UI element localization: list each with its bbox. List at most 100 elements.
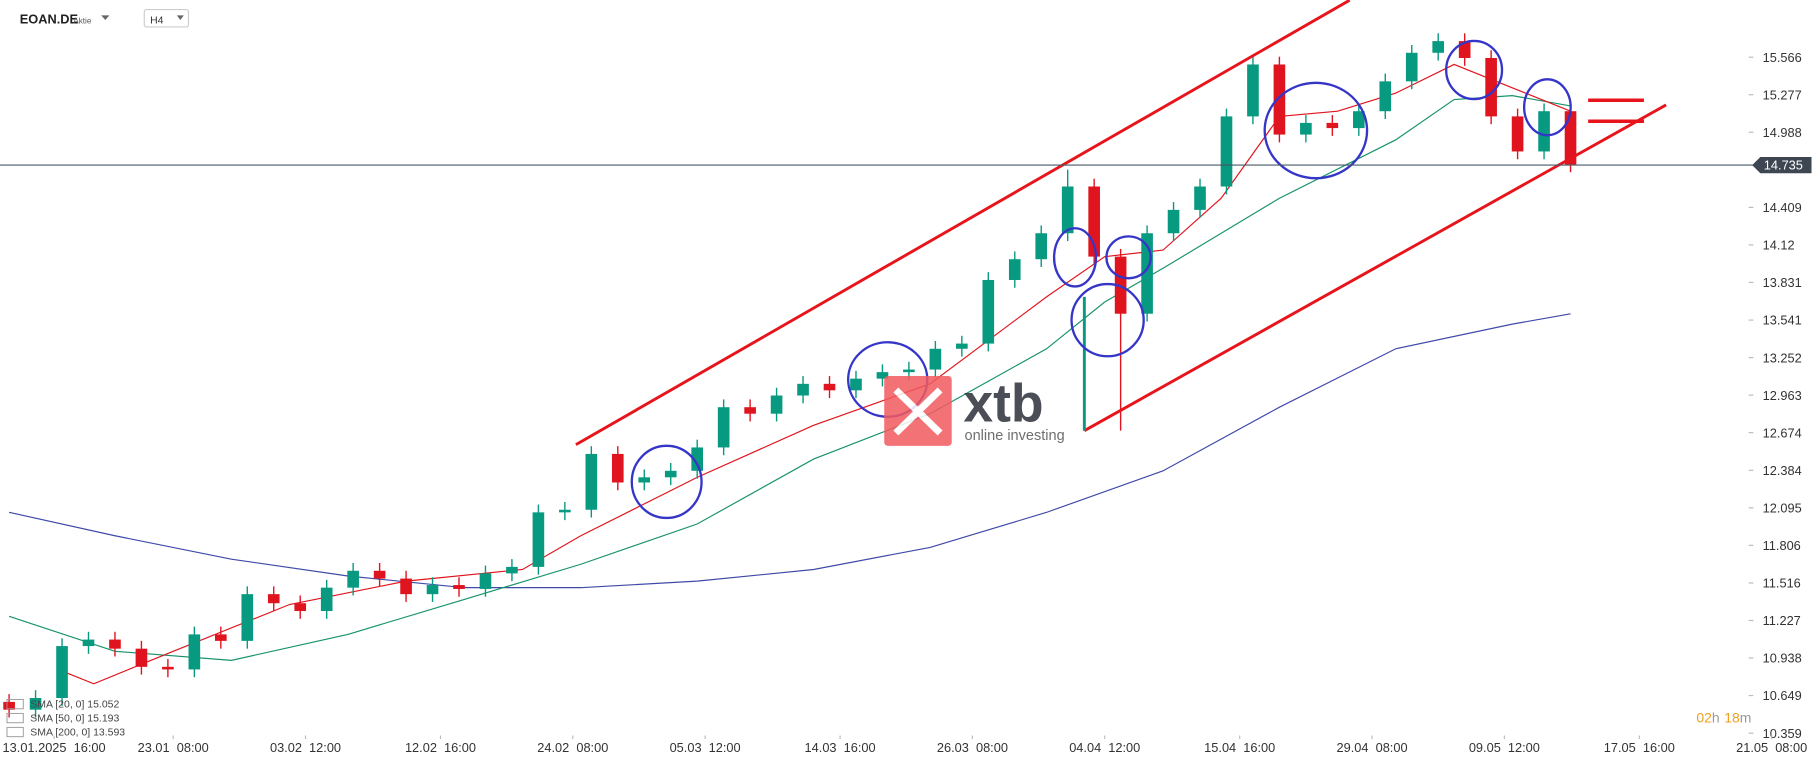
candle-body	[188, 634, 201, 670]
candle-body	[823, 383, 836, 391]
candle-body	[320, 587, 333, 612]
timeframe-box[interactable]	[143, 8, 190, 28]
candle-body	[29, 698, 42, 710]
candle-body	[215, 634, 227, 641]
countdown-unit: h	[1712, 710, 1720, 726]
y-tick-label: 10.649	[1763, 688, 1802, 703]
channel-upper	[575, 0, 1351, 446]
candle-body	[1458, 41, 1471, 58]
x-tick-label: 14.03 16:00	[805, 740, 876, 755]
candle-body	[1114, 256, 1127, 314]
candle-body	[770, 395, 783, 414]
x-tick-label: 09.05 12:00	[1469, 740, 1540, 755]
countdown-hours: 02	[1696, 710, 1712, 726]
x-tick-label: 05.03 12:00	[670, 740, 741, 755]
dropdown-arrow[interactable]	[176, 15, 184, 20]
candle-body	[1538, 111, 1550, 152]
y-tick-label: 15.277	[1763, 87, 1802, 102]
y-tick-label: 15.566	[1763, 50, 1802, 65]
candle-body	[506, 566, 518, 574]
y-tick-label: 10.938	[1763, 651, 1802, 666]
x-tick-label: 17.05 16:00	[1604, 740, 1675, 755]
candle-body	[1167, 209, 1180, 234]
candle-body	[453, 585, 465, 589]
highlight-circle	[630, 444, 703, 520]
x-tick-label: 21.05 08:00	[1736, 740, 1807, 755]
x-tick-label: 23.01 08:00	[138, 740, 209, 755]
candle-body	[135, 648, 148, 667]
y-tick-label: 14.12	[1763, 238, 1795, 253]
y-tick-label: 10.359	[1763, 726, 1802, 741]
candle-body	[1511, 116, 1524, 152]
logo-x	[893, 387, 943, 436]
instrument-kind: Aktie	[73, 16, 92, 25]
countdown-minutes: 18	[1724, 710, 1740, 726]
candle-body	[241, 594, 254, 641]
sma-line	[8, 313, 1571, 589]
header: EOAN.DE Aktie H4	[20, 8, 190, 28]
legend-icon	[6, 726, 24, 738]
candle-body	[1300, 122, 1312, 135]
candle-body	[929, 348, 942, 370]
y-tick-label: 12.674	[1763, 425, 1802, 440]
sma-line	[57, 63, 1571, 685]
candle-body	[56, 646, 68, 699]
candle-body	[1379, 81, 1392, 112]
candle-body	[956, 343, 968, 349]
candle-body	[1564, 111, 1577, 165]
candle-body	[109, 639, 121, 649]
candle-body	[1273, 64, 1286, 135]
y-tick-label: 13.252	[1763, 350, 1802, 365]
candle-body	[611, 453, 624, 483]
y-tick-label: 14.988	[1763, 125, 1802, 140]
y-tick-label: 12.384	[1763, 463, 1802, 478]
countdown-unit: m	[1740, 710, 1752, 726]
candle-body	[294, 603, 307, 612]
watermark-tagline: online investing	[965, 428, 1065, 444]
candle-body	[797, 383, 809, 396]
candle-body	[267, 594, 280, 604]
candle-body	[426, 585, 439, 595]
y-tick-label: 12.963	[1763, 388, 1802, 403]
y-tick-label: 13.541	[1763, 313, 1802, 328]
candle-body	[559, 509, 571, 513]
candle-body	[3, 701, 15, 710]
x-tick-label: 13.01.2025 16:00	[3, 740, 106, 755]
y-tick-label: 11.227	[1763, 613, 1801, 628]
candle-body	[1008, 259, 1021, 280]
candle-body	[479, 573, 492, 589]
candle-body	[1220, 116, 1233, 187]
candle-layer	[3, 33, 1577, 718]
candle-body	[1352, 111, 1365, 129]
candle-body	[1432, 41, 1445, 53]
watermark: xtb online investing	[884, 374, 1065, 446]
highlight-circle	[1105, 235, 1152, 280]
candle-body	[82, 639, 95, 647]
candle-body	[691, 447, 704, 471]
candle-body	[373, 570, 386, 579]
y-tick-label: 11.516	[1763, 576, 1801, 591]
legend-icon	[6, 712, 24, 724]
candle-body	[1061, 186, 1074, 234]
last-price-label: 14.735	[1764, 158, 1803, 173]
candle-body	[347, 570, 359, 588]
x-tick-label: 04.04 12:00	[1069, 740, 1140, 755]
candle-body	[1035, 233, 1048, 260]
timeframe: H4	[150, 15, 164, 26]
y-tick-label: 14.409	[1763, 200, 1802, 215]
dropdown-arrow[interactable]	[101, 15, 110, 20]
y-tick-label: 13.831	[1763, 275, 1802, 290]
legend-entry: SMA [200, 0] 13.593	[30, 728, 125, 739]
candle-body	[1088, 186, 1100, 257]
legend-icon	[6, 698, 24, 710]
symbol: EOAN.DE	[20, 11, 79, 26]
sma-line	[8, 95, 1571, 661]
last-price-tag	[1752, 156, 1812, 174]
candle-body	[744, 407, 756, 414]
highlight-circle	[1052, 227, 1098, 288]
candle-body	[638, 477, 651, 483]
candle-body	[1326, 122, 1339, 129]
candle-body	[532, 512, 545, 567]
candle-body	[982, 279, 995, 344]
